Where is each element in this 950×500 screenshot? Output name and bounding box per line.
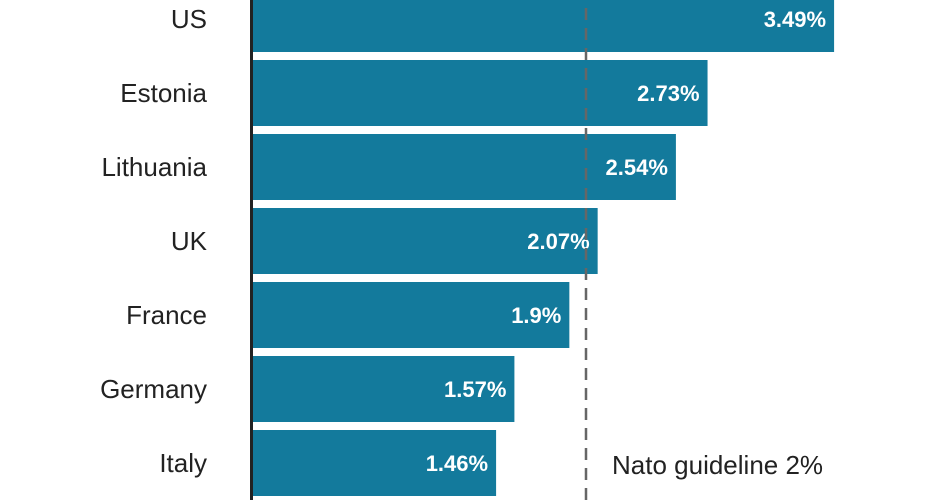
category-label-lithuania: Lithuania	[101, 152, 207, 182]
value-label-italy: 1.46%	[426, 451, 488, 476]
value-label-us: 3.49%	[764, 7, 826, 32]
bars-group: US 3.49% Estonia 2.73% Lithuania 2.54% UK 2.07%…	[100, 0, 835, 496]
category-label-germany: Germany	[100, 374, 207, 404]
bar-germany	[253, 356, 515, 422]
bar-estonia	[253, 60, 708, 126]
nato-guideline-label: Nato guideline 2%	[612, 450, 823, 480]
category-label-italy: Italy	[159, 448, 207, 478]
bar-france	[253, 282, 570, 348]
category-label-uk: UK	[171, 226, 208, 256]
value-label-uk: 2.07%	[527, 229, 589, 254]
bar-lithuania	[253, 134, 676, 200]
category-label-france: France	[126, 300, 207, 330]
value-label-lithuania: 2.54%	[606, 155, 668, 180]
bar-us	[253, 0, 835, 52]
value-label-france: 1.9%	[511, 303, 561, 328]
bar-uk	[253, 208, 598, 274]
category-label-estonia: Estonia	[120, 78, 207, 108]
value-label-estonia: 2.73%	[637, 81, 699, 106]
bar-italy	[253, 430, 497, 496]
category-label-us: US	[171, 4, 207, 34]
value-label-germany: 1.57%	[444, 377, 506, 402]
